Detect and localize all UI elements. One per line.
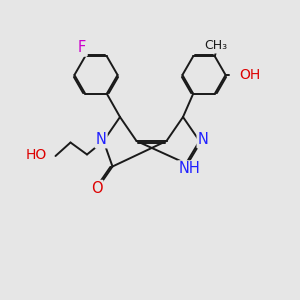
Text: OH: OH: [239, 68, 260, 82]
Text: HO: HO: [25, 148, 46, 162]
Text: OH: OH: [239, 68, 260, 82]
Text: NH: NH: [178, 161, 200, 176]
Text: CH₃: CH₃: [205, 39, 228, 52]
Text: N: N: [198, 132, 208, 147]
Text: HO: HO: [25, 148, 46, 162]
Text: N: N: [96, 132, 106, 147]
Text: CH₃: CH₃: [205, 39, 228, 52]
Text: F: F: [78, 40, 86, 56]
Text: O: O: [91, 181, 102, 196]
Text: F: F: [78, 40, 86, 56]
